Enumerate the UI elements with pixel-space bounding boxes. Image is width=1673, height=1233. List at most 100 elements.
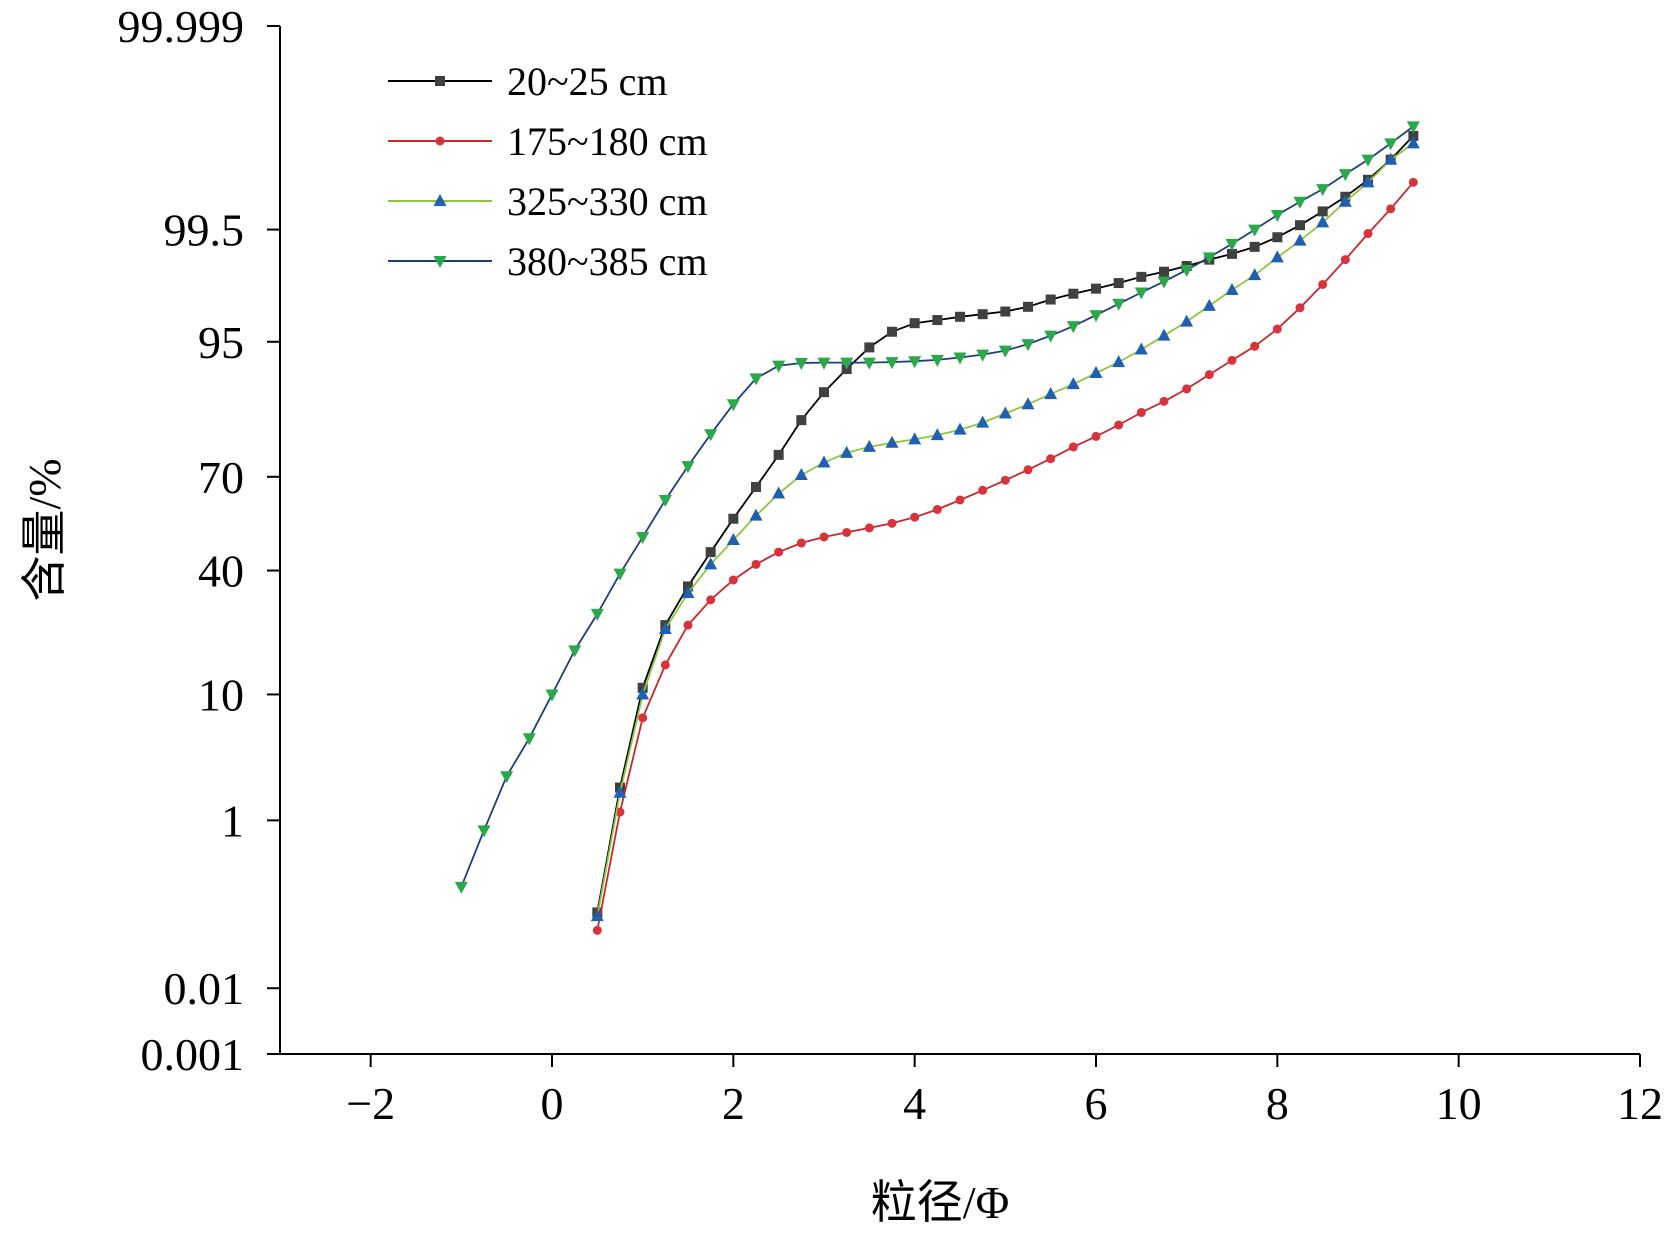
- data-point: [1112, 355, 1126, 368]
- y-axis-title: 含量/%: [19, 458, 70, 601]
- data-point: [477, 825, 491, 838]
- data-point: [1091, 431, 1101, 441]
- data-point: [978, 485, 988, 495]
- x-tick-label: 6: [1085, 1078, 1108, 1129]
- data-point: [864, 342, 875, 353]
- data-point: [1340, 255, 1350, 265]
- y-tick-label: 95: [198, 317, 244, 368]
- data-point: [660, 660, 670, 670]
- data-point: [1227, 248, 1237, 259]
- data-point: [953, 422, 967, 435]
- y-tick-label: 0.01: [164, 963, 245, 1014]
- data-point: [1317, 206, 1328, 217]
- data-point: [955, 311, 965, 322]
- data-point: [500, 771, 514, 784]
- data-point: [704, 429, 718, 442]
- data-point: [885, 357, 899, 370]
- data-point: [749, 508, 763, 521]
- data-point: [1408, 130, 1419, 141]
- data-point: [976, 415, 990, 428]
- data-point: [774, 547, 784, 557]
- data-point: [1406, 136, 1420, 149]
- data-point: [592, 925, 602, 935]
- legend-label: 325~330 cm: [507, 179, 708, 224]
- data-point: [1338, 194, 1352, 207]
- data-point: [1384, 152, 1398, 165]
- data-point: [1270, 209, 1284, 222]
- data-point: [683, 620, 693, 630]
- x-tick-label: 0: [541, 1078, 564, 1129]
- data-point: [545, 689, 559, 702]
- legend-item: 20~25 cm: [388, 59, 668, 104]
- data-point: [1225, 238, 1239, 251]
- data-point: [749, 373, 763, 386]
- data-point: [1044, 387, 1058, 400]
- data-point: [705, 547, 716, 558]
- series-2: [592, 177, 1418, 935]
- data-point: [1066, 377, 1080, 390]
- data-point: [1136, 271, 1147, 282]
- data-point: [1159, 396, 1169, 406]
- data-point: [1272, 232, 1283, 243]
- data-point: [772, 486, 786, 499]
- data-point: [1225, 282, 1239, 295]
- data-point: [1318, 279, 1328, 289]
- data-point: [1250, 341, 1260, 351]
- y-tick-label: 99.999: [118, 1, 245, 52]
- data-point: [862, 439, 876, 452]
- series-1: [592, 130, 1419, 918]
- data-point: [658, 622, 672, 635]
- series-4: [454, 121, 1420, 894]
- legend-item: 380~385 cm: [388, 239, 708, 284]
- data-point: [726, 399, 740, 412]
- data-point: [819, 532, 829, 542]
- series-line: [596, 142, 1414, 917]
- data-point: [955, 495, 965, 505]
- data-point: [1134, 287, 1148, 300]
- data-point: [1089, 310, 1103, 323]
- data-point: [704, 557, 718, 570]
- data-point: [636, 687, 650, 700]
- legend-label: 20~25 cm: [507, 59, 668, 104]
- data-point: [1202, 252, 1216, 265]
- legend-marker: [435, 136, 445, 146]
- data-point: [772, 360, 786, 373]
- data-point: [977, 309, 988, 320]
- data-point: [1000, 475, 1010, 485]
- axes: −2 0 2 4 6 8 10 12 0.001 0.01 1 10 40 70 95 99.5 99.999: [118, 1, 1664, 1129]
- y-tick-label: 99.5: [164, 205, 245, 256]
- data-point: [908, 432, 922, 445]
- data-point: [1363, 229, 1373, 239]
- data-point: [862, 357, 876, 370]
- data-point: [909, 318, 920, 329]
- legend-label: 380~385 cm: [507, 239, 708, 284]
- data-point: [1023, 301, 1033, 312]
- data-point: [1112, 298, 1126, 311]
- series-layer: [454, 121, 1420, 935]
- data-point: [773, 449, 784, 460]
- data-point: [522, 733, 536, 746]
- data-point: [840, 357, 854, 370]
- data-point: [794, 358, 808, 371]
- legend: 20~25 cm 175~180 cm 325~330 cm 380~385 cm: [388, 59, 708, 284]
- data-point: [1023, 465, 1033, 475]
- data-point: [1408, 177, 1418, 187]
- data-point: [751, 481, 761, 492]
- data-point: [726, 533, 740, 545]
- data-point: [681, 461, 695, 474]
- data-point: [1249, 241, 1260, 252]
- data-point: [681, 586, 695, 599]
- data-point: [636, 531, 650, 544]
- data-point: [1316, 215, 1330, 228]
- legend-item: 175~180 cm: [388, 119, 708, 164]
- data-point: [1182, 384, 1192, 394]
- data-point: [910, 512, 920, 522]
- data-point: [953, 352, 967, 365]
- data-point: [638, 713, 648, 723]
- y-tick-label: 1: [221, 795, 244, 846]
- data-point: [930, 354, 944, 367]
- data-point: [1270, 250, 1284, 263]
- data-point: [728, 575, 738, 585]
- data-point: [1316, 184, 1330, 197]
